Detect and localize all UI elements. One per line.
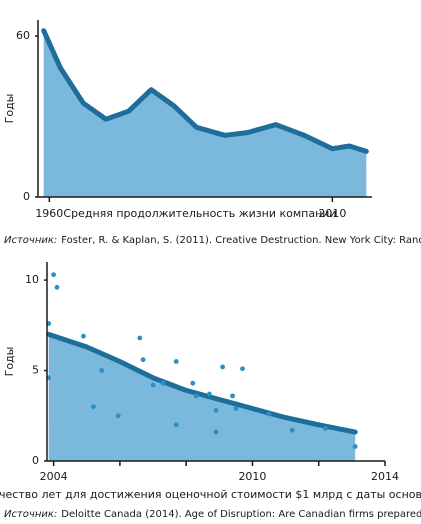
y-tick-label: 5: [32, 364, 39, 377]
point: [193, 393, 199, 399]
y-tick-label: 0: [23, 190, 30, 203]
point: [173, 422, 179, 428]
x-tick-label: 2010: [318, 207, 346, 220]
y-tick-label: 0: [32, 454, 39, 467]
y-axis-label: Годы: [3, 347, 16, 377]
point: [81, 333, 86, 339]
line: [41, 28, 369, 154]
point: [352, 444, 358, 449]
point: [99, 368, 105, 373]
source-text: Foster, R. & Kaplan, S. (2011). Creative…: [61, 235, 421, 246]
area-fill: [48, 334, 356, 461]
x-tick-label: 2014: [371, 470, 399, 483]
point: [137, 335, 143, 341]
point: [54, 284, 60, 290]
x-tick-label: 1960: [35, 207, 63, 220]
source-text: Deloitte Canada (2014). Age of Disruptio…: [61, 509, 421, 520]
y-tick-label: 60: [16, 29, 30, 42]
point: [160, 380, 166, 386]
point: [230, 393, 235, 399]
point: [140, 357, 146, 363]
point: [115, 413, 121, 419]
point: [90, 404, 96, 410]
source-prefix: Источник:: [4, 235, 57, 246]
source: Источник: Deloitte Canada (2014). Age of …: [4, 509, 421, 520]
source: Источник: Foster, R. & Kaplan, S. (2011).…: [4, 235, 421, 246]
point: [240, 366, 245, 372]
point: [233, 406, 239, 411]
x-axis-label: Количество лет для достижения оценочной …: [0, 488, 421, 501]
source-prefix: Источник:: [4, 509, 57, 520]
point: [322, 426, 328, 431]
area-fill: [43, 30, 367, 198]
point: [266, 411, 272, 417]
point: [190, 380, 196, 386]
x-tick-label: 2004: [40, 470, 68, 483]
x-tick-label: 2010: [238, 470, 266, 483]
line: [46, 331, 358, 435]
point: [173, 359, 179, 364]
point: [51, 272, 57, 278]
point: [213, 429, 219, 435]
point: [150, 382, 156, 388]
point: [206, 391, 212, 397]
point: [213, 407, 219, 413]
point: [220, 364, 226, 370]
point: [289, 427, 295, 433]
x-axis-label: Средняя продолжительность жизни компании: [63, 207, 336, 220]
y-tick-label: 10: [25, 273, 39, 286]
y-axis-label: Годы: [3, 94, 16, 124]
